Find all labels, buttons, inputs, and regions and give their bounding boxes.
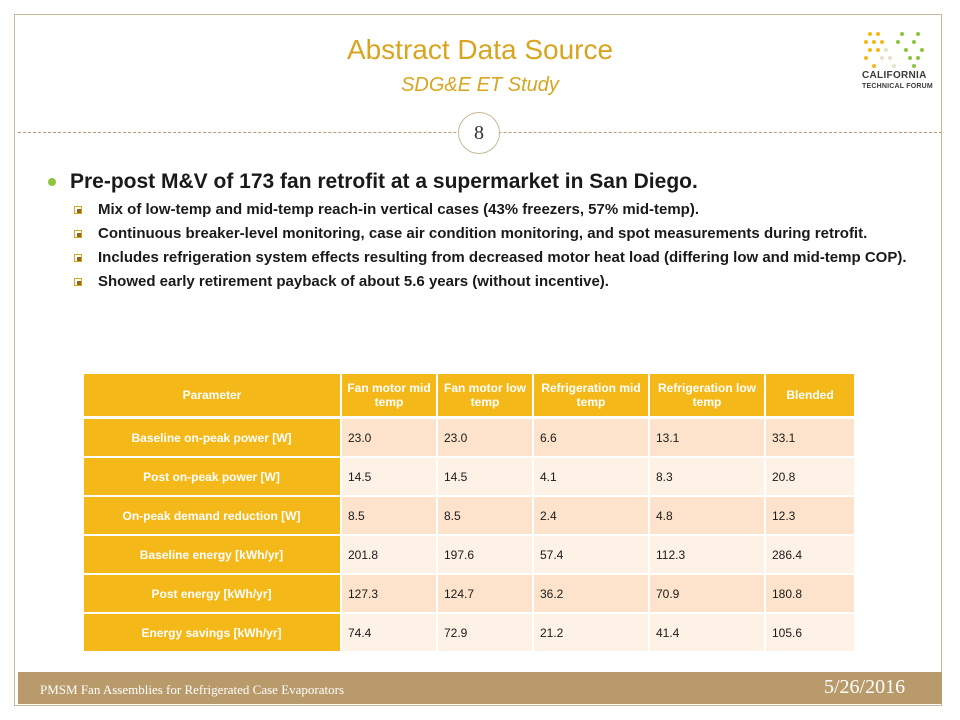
- table-header-row: Parameter Fan motor mid temp Fan motor l…: [84, 374, 856, 419]
- table-cell: 112.3: [650, 536, 766, 575]
- table-cell: 6.6: [534, 419, 650, 458]
- column-header: Parameter: [84, 374, 342, 419]
- main-bullet-text: Pre-post M&V of 173 fan retrofit at a su…: [70, 170, 698, 193]
- table-cell: 33.1: [766, 419, 856, 458]
- row-label: Energy savings [kWh/yr]: [84, 614, 342, 653]
- table-cell: 13.1: [650, 419, 766, 458]
- logo-text-california: CALIFORNIA: [862, 70, 927, 81]
- table-row: On-peak demand reduction [W] 8.5 8.5 2.4…: [84, 497, 856, 536]
- table-cell: 8.5: [342, 497, 438, 536]
- table-cell: 197.6: [438, 536, 534, 575]
- slide-frame: [14, 14, 942, 706]
- row-label: Post on-peak power [W]: [84, 458, 342, 497]
- footer-bar: [18, 672, 942, 704]
- footer-title: PMSM Fan Assemblies for Refrigerated Cas…: [40, 682, 345, 697]
- row-label: Baseline energy [kWh/yr]: [84, 536, 342, 575]
- table-cell: 180.8: [766, 575, 856, 614]
- table-cell: 201.8: [342, 536, 438, 575]
- logo-text-technical-forum: TECHNICAL FORUM: [862, 83, 933, 90]
- logo-dot-grid: [864, 32, 924, 68]
- table-cell: 72.9: [438, 614, 534, 653]
- square-bullet-icon: [74, 230, 82, 238]
- table-cell: 286.4: [766, 536, 856, 575]
- sub-bullet-text: Includes refrigeration system effects re…: [98, 249, 907, 266]
- table-cell: 14.5: [342, 458, 438, 497]
- column-header: Fan motor mid temp: [342, 374, 438, 419]
- column-header: Refrigeration mid temp: [534, 374, 650, 419]
- table-cell: 12.3: [766, 497, 856, 536]
- table-cell: 57.4: [534, 536, 650, 575]
- table-row: Post energy [kWh/yr] 127.3 124.7 36.2 70…: [84, 575, 856, 614]
- bullet-dot-icon: [48, 178, 56, 186]
- table-cell: 4.1: [534, 458, 650, 497]
- table-cell: 21.2: [534, 614, 650, 653]
- page-number: 8: [458, 112, 500, 154]
- table-cell: 2.4: [534, 497, 650, 536]
- slide-subtitle: SDG&E ET Study: [401, 74, 559, 96]
- sub-bullet: Showed early retirement payback of about…: [74, 272, 928, 291]
- sub-bullet: Mix of low-temp and mid-temp reach-in ve…: [74, 200, 928, 219]
- sub-bullet-text: Showed early retirement payback of about…: [98, 273, 609, 290]
- table-cell: 127.3: [342, 575, 438, 614]
- table-cell: 41.4: [650, 614, 766, 653]
- table-cell: 14.5: [438, 458, 534, 497]
- main-bullet: Pre-post M&V of 173 fan retrofit at a su…: [48, 170, 928, 194]
- table-row: Energy savings [kWh/yr] 74.4 72.9 21.2 4…: [84, 614, 856, 653]
- square-bullet-icon: [74, 206, 82, 214]
- square-bullet-icon: [74, 254, 82, 262]
- table-cell: 23.0: [342, 419, 438, 458]
- sub-bullet: Continuous breaker-level monitoring, cas…: [74, 224, 928, 243]
- california-technical-forum-logo: [864, 32, 924, 68]
- sub-bullet-text: Continuous breaker-level monitoring, cas…: [98, 225, 868, 242]
- table-cell: 8.5: [438, 497, 534, 536]
- column-header: Refrigeration low temp: [650, 374, 766, 419]
- table-cell: 23.0: [438, 419, 534, 458]
- table-cell: 20.8: [766, 458, 856, 497]
- table-cell: 36.2: [534, 575, 650, 614]
- column-header: Blended: [766, 374, 856, 419]
- table-cell: 70.9: [650, 575, 766, 614]
- square-bullet-icon: [74, 278, 82, 286]
- table-cell: 105.6: [766, 614, 856, 653]
- table-cell: 124.7: [438, 575, 534, 614]
- table-cell: 74.4: [342, 614, 438, 653]
- footer-date: 5/26/2016: [824, 676, 906, 698]
- row-label: Baseline on-peak power [W]: [84, 419, 342, 458]
- slide-title: Abstract Data Source: [346, 34, 614, 65]
- table-row: Baseline energy [kWh/yr] 201.8 197.6 57.…: [84, 536, 856, 575]
- sub-bullet: Includes refrigeration system effects re…: [74, 248, 928, 267]
- row-label: On-peak demand reduction [W]: [84, 497, 342, 536]
- table-cell: 4.8: [650, 497, 766, 536]
- table-cell: 8.3: [650, 458, 766, 497]
- row-label: Post energy [kWh/yr]: [84, 575, 342, 614]
- table-row: Post on-peak power [W] 14.5 14.5 4.1 8.3…: [84, 458, 856, 497]
- bullet-list: Pre-post M&V of 173 fan retrofit at a su…: [48, 170, 928, 296]
- table-row: Baseline on-peak power [W] 23.0 23.0 6.6…: [84, 419, 856, 458]
- sub-bullet-text: Mix of low-temp and mid-temp reach-in ve…: [98, 201, 700, 218]
- results-table: Parameter Fan motor mid temp Fan motor l…: [84, 374, 856, 653]
- column-header: Fan motor low temp: [438, 374, 534, 419]
